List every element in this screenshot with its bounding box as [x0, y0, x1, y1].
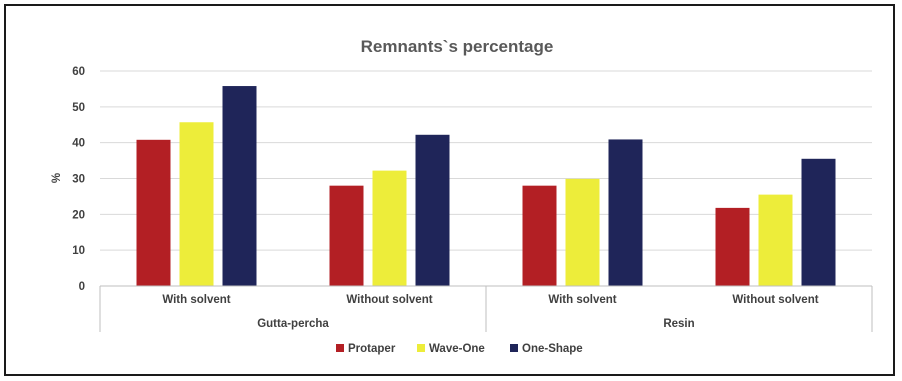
x-tick-label: With solvent [162, 294, 230, 306]
y-tick-label: 20 [72, 209, 85, 221]
legend-label: Wave-One [429, 343, 485, 355]
bar-protaper [715, 207, 750, 286]
legend-label: Protaper [348, 343, 396, 355]
bar-protaper [522, 185, 557, 286]
x-tick-label: With solvent [548, 294, 616, 306]
legend-swatch [417, 344, 425, 352]
bar-wave-one [372, 170, 407, 286]
y-axis-ticks: 0 10 20 30 40 50 60 [72, 66, 85, 293]
y-tick-label: 40 [72, 138, 85, 150]
y-tick-label: 10 [72, 245, 85, 257]
bar-wave-one [565, 178, 600, 286]
y-tick-label: 0 [79, 281, 85, 293]
bar-one-shape [222, 86, 257, 286]
group-label: Gutta-percha [257, 318, 329, 330]
bars [136, 86, 836, 286]
y-tick-label: 60 [72, 66, 85, 78]
legend: Protaper Wave-One One-Shape [336, 343, 583, 355]
chart-title: Remnants`s percentage [361, 37, 554, 56]
gridlines [100, 70, 872, 251]
legend-swatch [336, 344, 344, 352]
x-tick-label: Without solvent [732, 294, 818, 306]
y-axis-label: % [51, 173, 63, 183]
bar-one-shape [608, 139, 643, 286]
x-axis: With solvent Without solvent With solvent W… [99, 285, 873, 332]
y-tick-label: 50 [72, 102, 85, 114]
bar-wave-one [758, 194, 793, 286]
bar-protaper [136, 139, 171, 286]
bar-wave-one [179, 122, 214, 286]
bar-one-shape [415, 134, 450, 286]
group-label: Resin [663, 318, 694, 330]
legend-swatch [510, 344, 518, 352]
y-tick-label: 30 [72, 174, 85, 186]
bar-one-shape [801, 158, 836, 286]
legend-label: One-Shape [522, 343, 583, 355]
x-tick-label: Without solvent [346, 294, 432, 306]
bar-protaper [329, 185, 364, 286]
